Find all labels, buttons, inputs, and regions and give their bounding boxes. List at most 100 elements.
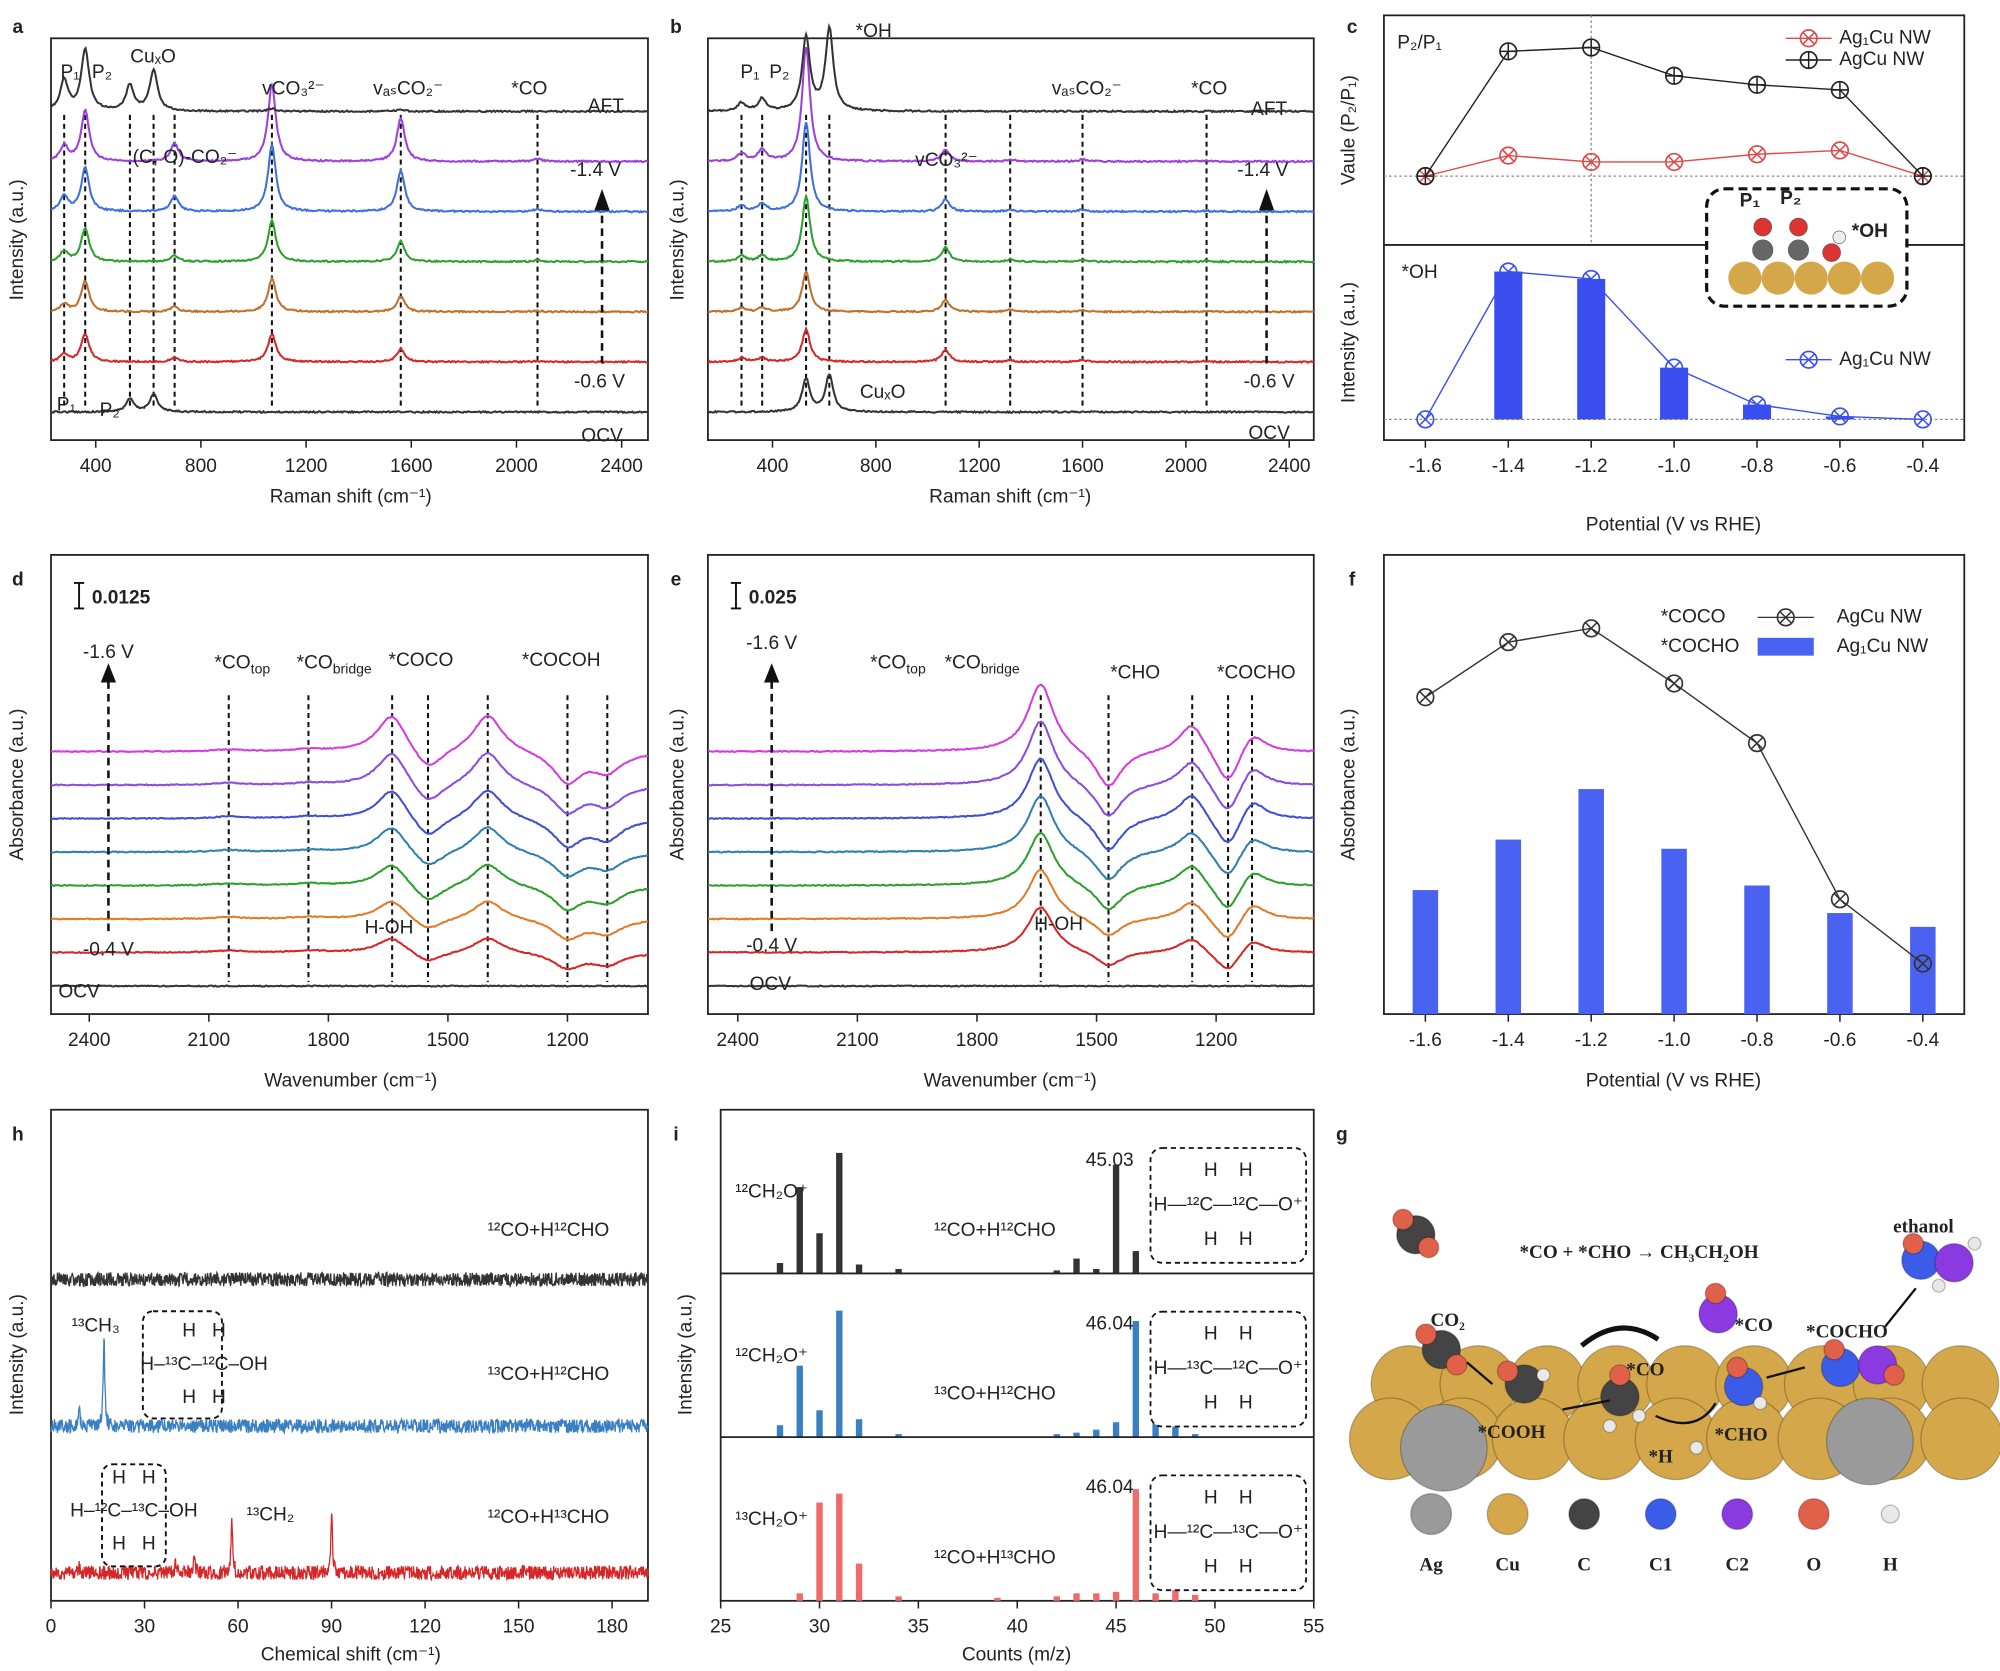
atom	[1536, 1368, 1551, 1383]
data-point	[1747, 145, 1767, 164]
inset-formula: H–¹²C–¹³C–OH	[70, 1501, 198, 1522]
data-point	[1913, 167, 1932, 186]
annotation: -0.6 V	[574, 372, 625, 393]
x-tick-label: 1200	[1195, 1030, 1238, 1051]
inset-atom	[1728, 261, 1762, 295]
legend-label: Ag₁Cu NW	[1837, 636, 1928, 657]
spectrum-trace	[50, 140, 649, 214]
legend-label: C1	[1649, 1555, 1672, 1576]
x-axis-label: Counts (m/z)	[962, 1645, 1071, 1666]
legend-label: AgCu NW	[1839, 49, 1924, 70]
scale-bar	[73, 581, 85, 610]
data-point	[1913, 410, 1932, 429]
x-tick-label: 60	[227, 1617, 248, 1638]
diagram-label: *CHO	[1715, 1425, 1768, 1446]
spectrum-trace	[50, 82, 649, 164]
annotation: OCV	[1248, 423, 1290, 444]
x-axis-label: Chemical shift (cm⁻¹)	[261, 1645, 441, 1666]
annotation: -1.4 V	[1237, 160, 1288, 181]
annotation: P₂	[100, 400, 120, 421]
x-axis-label: Raman shift (cm⁻¹)	[270, 487, 432, 508]
bar	[776, 1263, 784, 1274]
marker-cross	[1418, 412, 1432, 426]
y-axis-label: Intensity (a.u.)	[668, 179, 689, 300]
marker-circle	[1582, 619, 1601, 638]
peak-label: 46.04	[1086, 1313, 1134, 1334]
marker-circle	[1776, 608, 1795, 627]
annotation: P₂	[769, 62, 789, 83]
annotation: vₐₛCO₂⁻	[1052, 78, 1122, 99]
annotation: OCV	[581, 425, 623, 446]
x-tick-label: 400	[757, 456, 789, 477]
x-tick-label: 1800	[307, 1030, 350, 1051]
bar	[816, 1410, 823, 1438]
bar	[895, 1596, 902, 1601]
x-tick-label: 400	[80, 456, 112, 477]
bar	[1053, 1596, 1060, 1601]
x-axis-label: Potential (V vs RHE)	[1586, 515, 1761, 536]
atom	[1445, 1353, 1468, 1376]
annotation-main: *CO	[297, 652, 333, 673]
annotation: *COtop	[870, 652, 926, 676]
bar	[1495, 839, 1522, 1015]
bar	[1112, 1164, 1120, 1274]
x-tick-label: 2400	[717, 1030, 760, 1051]
annotation: P₁	[61, 62, 80, 83]
annotation: P₁	[740, 62, 759, 83]
x-tick-label: 25	[710, 1617, 731, 1638]
annotation: OCV	[58, 981, 100, 1002]
x-tick-label: 800	[860, 456, 892, 477]
atom	[1392, 1208, 1414, 1231]
panel-letter: b	[670, 17, 682, 38]
subpanel-label: *OH	[1402, 262, 1438, 283]
bar	[1053, 1270, 1060, 1274]
x-axis-label: Raman shift (cm⁻¹)	[929, 487, 1091, 508]
legend-label: Ag₁Cu NW	[1839, 27, 1930, 48]
inset-formula: H H	[182, 1387, 226, 1408]
x-tick-label: -1.4	[1492, 456, 1525, 477]
spectrum-trace	[707, 325, 1315, 364]
diagram-label: *CO	[1626, 1360, 1664, 1381]
bar	[836, 1493, 843, 1601]
bar	[1661, 848, 1687, 1015]
ion-label: ¹²CH₂O⁺	[735, 1345, 808, 1366]
bar	[1412, 890, 1439, 1015]
data-point	[1416, 167, 1435, 186]
data-point	[1913, 954, 1932, 973]
panel-letter: i	[673, 1124, 678, 1145]
x-tick-label: 2100	[836, 1030, 879, 1051]
annotation: *CObridge	[297, 652, 372, 676]
x-tick-label: 40	[1007, 1617, 1028, 1638]
spectrum-trace	[50, 825, 649, 878]
data-point	[1830, 141, 1850, 160]
marker-circle	[1416, 410, 1435, 429]
annotation: P₂	[92, 62, 112, 83]
legend-label: Ag	[1419, 1555, 1443, 1576]
marker-circle	[1416, 688, 1435, 707]
annotation: *CO	[511, 78, 547, 99]
inset-atom	[1761, 261, 1795, 295]
spectrum-trace	[50, 392, 649, 415]
annotation-main: *CO	[945, 652, 981, 673]
x-tick-label: 120	[409, 1617, 441, 1638]
data-point	[1582, 38, 1601, 57]
legend-swatch	[1757, 637, 1814, 656]
annotation: H-OH	[1034, 914, 1083, 935]
bar	[1053, 1434, 1060, 1438]
spectrum-trace	[707, 720, 1314, 817]
atom	[1883, 1364, 1905, 1386]
legend-atom	[1410, 1493, 1453, 1536]
marker-circle	[1664, 674, 1684, 693]
marker-cross	[1582, 39, 1600, 56]
marker-circle	[1499, 633, 1518, 652]
x-tick-label: 1600	[1061, 456, 1104, 477]
bar	[1152, 1593, 1159, 1601]
bar	[855, 1264, 863, 1274]
x-tick-label: 1200	[285, 456, 328, 477]
inset-label: P₂	[1780, 188, 1801, 209]
atom	[1902, 1232, 1925, 1255]
spectrum-trace	[707, 373, 1314, 415]
x-axis-label: Potential (V vs RHE)	[1586, 1071, 1761, 1092]
bar	[855, 1419, 863, 1438]
atom	[1934, 1243, 1974, 1283]
